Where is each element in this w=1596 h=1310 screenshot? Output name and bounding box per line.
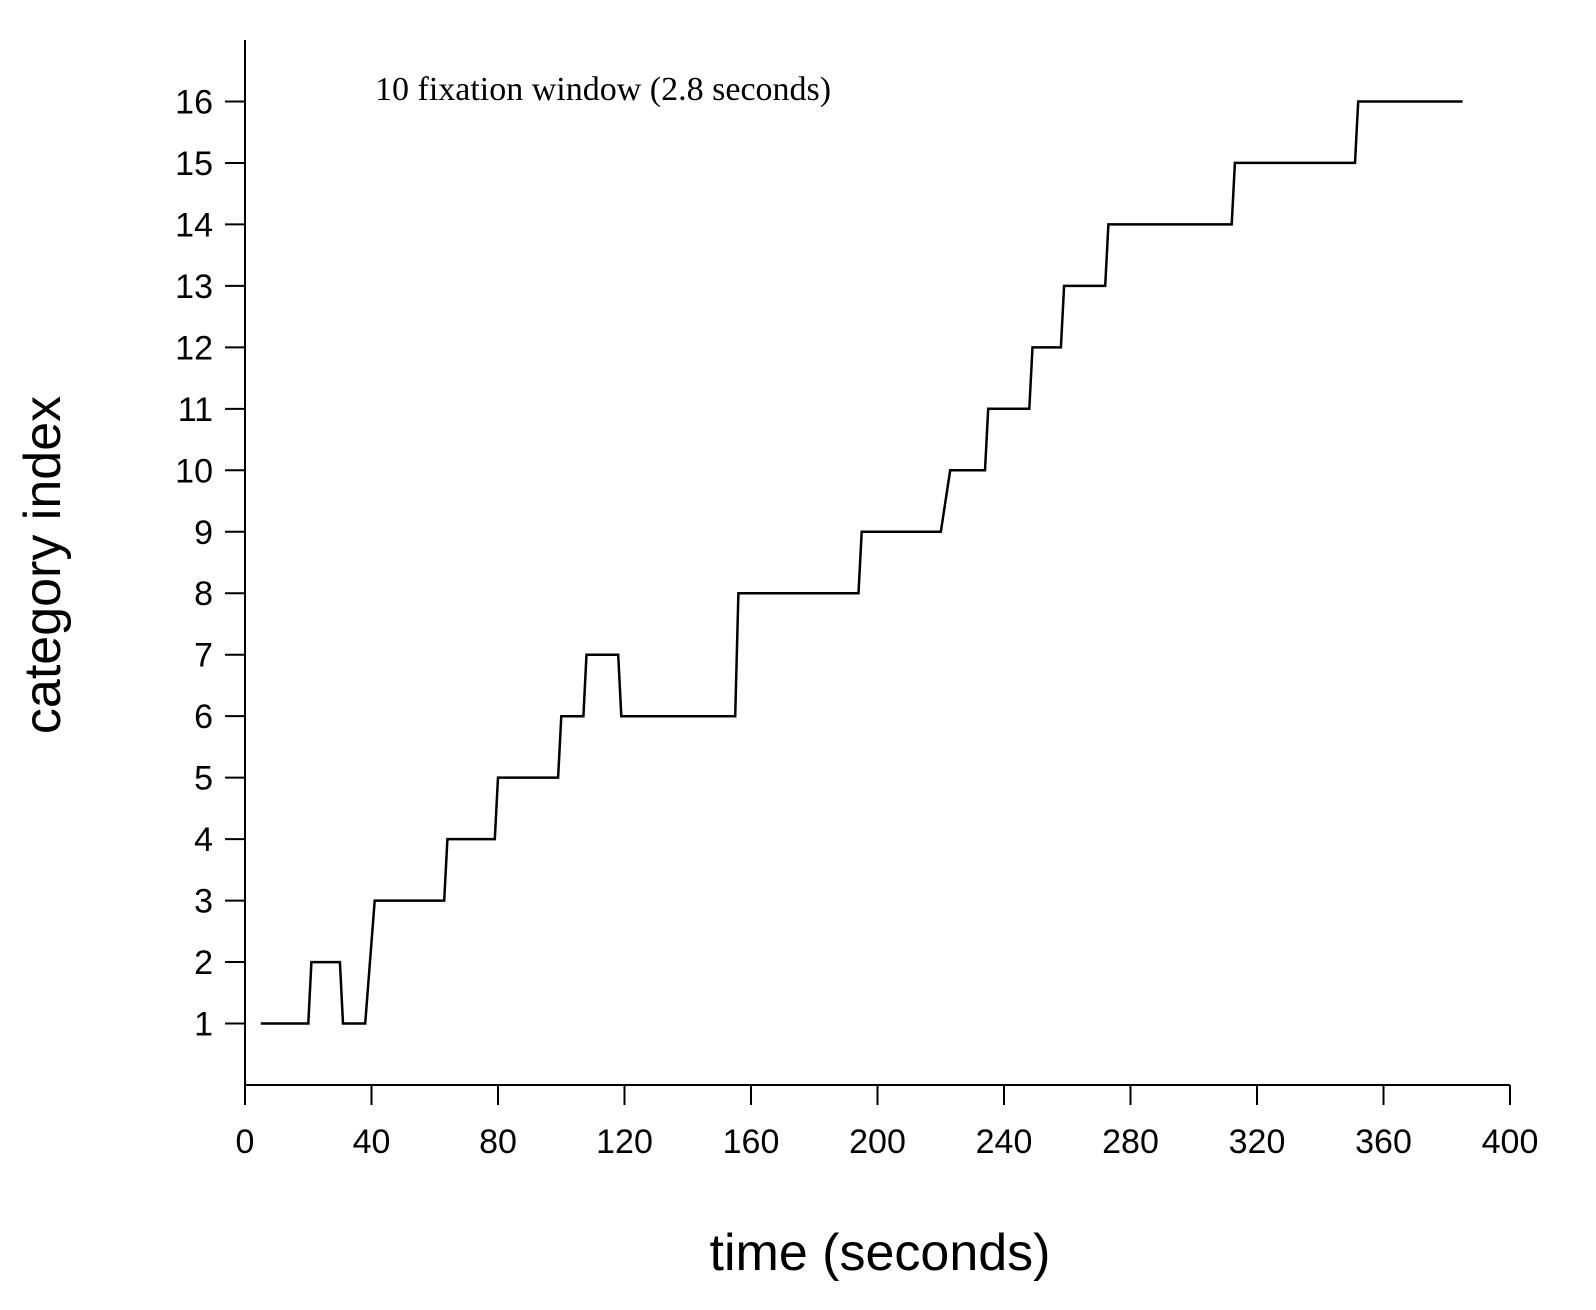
y-tick-label: 12 [175, 329, 213, 367]
x-tick-label: 160 [723, 1123, 780, 1161]
y-tick-label: 3 [194, 883, 213, 921]
y-tick-label: 15 [175, 145, 213, 183]
y-tick-label: 6 [194, 698, 213, 736]
y-tick-label: 13 [175, 268, 213, 306]
y-tick-label: 2 [194, 944, 213, 982]
chart-annotation: 10 fixation window (2.8 seconds) [375, 71, 831, 108]
y-tick-label: 10 [175, 452, 213, 490]
y-tick-label: 7 [194, 637, 213, 675]
y-tick-label: 14 [175, 206, 213, 244]
y-tick-label: 16 [175, 83, 213, 121]
x-axis-title: time (seconds) [710, 1224, 1051, 1282]
y-tick-label: 1 [194, 1006, 213, 1044]
x-tick-label: 0 [236, 1123, 255, 1161]
x-tick-label: 280 [1102, 1123, 1159, 1161]
y-tick-label: 8 [194, 575, 213, 613]
y-tick-label: 11 [178, 391, 213, 429]
x-tick-label: 80 [479, 1123, 517, 1161]
y-tick-label: 9 [194, 514, 213, 552]
y-tick-label: 5 [194, 760, 213, 798]
x-tick-label: 320 [1229, 1123, 1286, 1161]
series-group [260, 100, 1463, 1025]
x-tick-label: 400 [1482, 1123, 1539, 1161]
axes [244, 40, 1510, 1086]
x-tick-label: 120 [596, 1123, 653, 1161]
x-axis-ticks: 0 40 80 120 160 200 240 280 320 360 400 [236, 1085, 1539, 1161]
y-tick-label: 4 [194, 821, 213, 859]
x-tick-label: 360 [1355, 1123, 1412, 1161]
x-tick-label: 200 [849, 1123, 906, 1161]
y-axis-title: category index [14, 396, 72, 734]
series-line-0 [260, 100, 1463, 1025]
x-tick-label: 240 [976, 1123, 1033, 1161]
x-tick-label: 40 [353, 1123, 391, 1161]
